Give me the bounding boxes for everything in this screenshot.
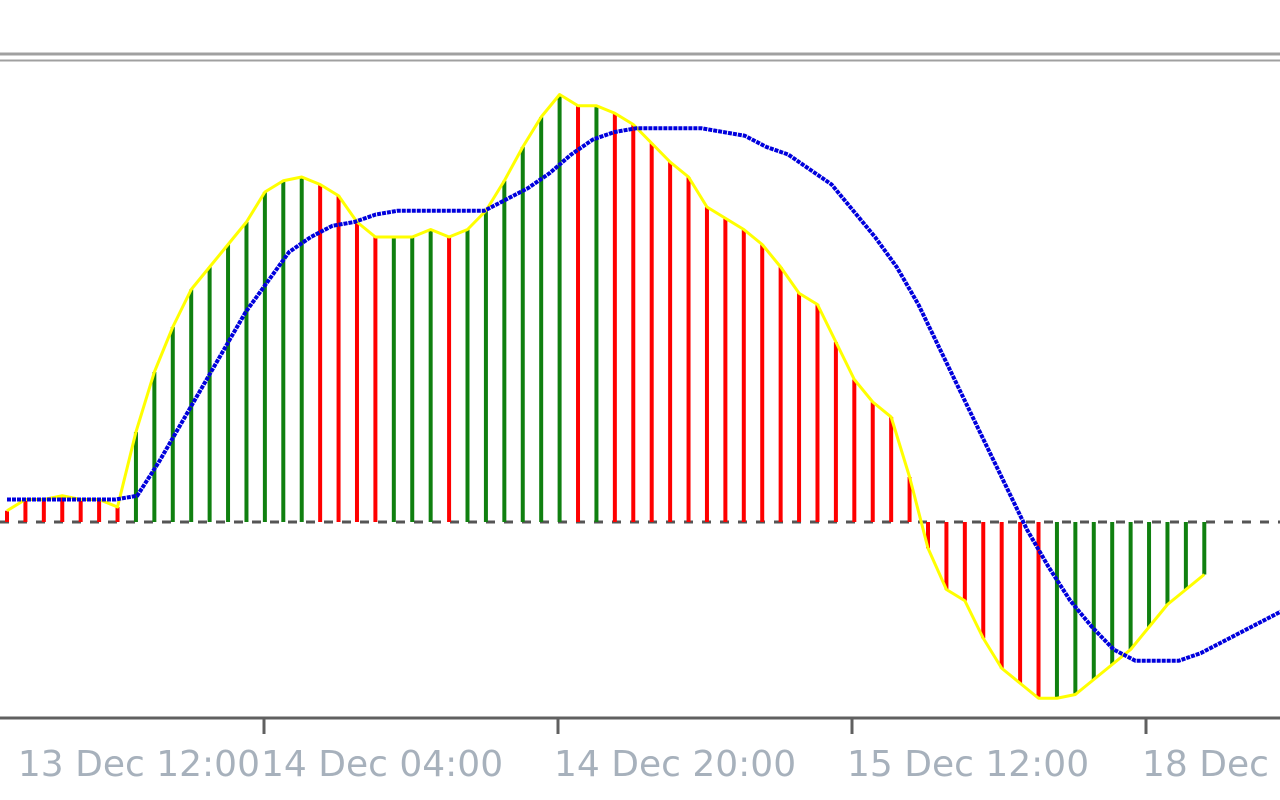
x-tick-label: 13 Dec 12:00 (18, 744, 260, 785)
x-tick-label: 18 Dec (1142, 744, 1269, 785)
x-tick-label: 14 Dec 20:00 (554, 744, 796, 785)
x-tick-label: 15 Dec 12:00 (847, 744, 1089, 785)
x-axis-labels: 13 Dec 12:00 14 Dec 04:00 14 Dec 20:00 1… (18, 744, 1269, 785)
x-tick-label: 14 Dec 04:00 (261, 744, 503, 785)
histogram-bars (5, 94, 1207, 699)
x-axis-ticks (262, 718, 1148, 734)
top-border (0, 52, 1280, 62)
signal-line (7, 126, 1280, 663)
envelope-line (6, 93, 1206, 700)
